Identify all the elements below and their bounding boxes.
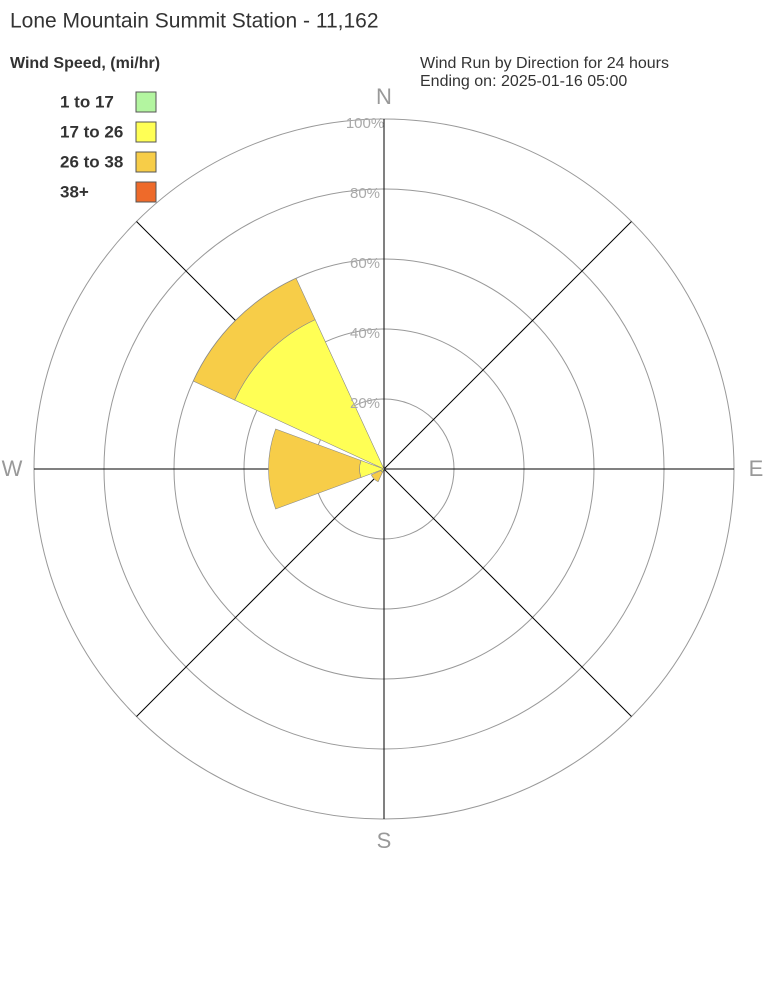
r-tick-label: 80% — [350, 185, 380, 202]
subtitle: Ending on: 2025-01-16 05:00 — [420, 73, 627, 90]
spoke — [136, 468, 385, 717]
direction-label: E — [749, 456, 764, 481]
legend-swatch — [135, 181, 157, 203]
subtitle: Wind Run by Direction for 24 hours — [420, 55, 669, 72]
legend-label: 38+ — [60, 182, 89, 201]
legend-swatch — [135, 91, 157, 113]
spoke — [383, 221, 632, 470]
r-tick-label: 20% — [350, 395, 380, 412]
r-tick-label: 100% — [346, 115, 384, 132]
direction-label: N — [376, 84, 392, 109]
r-tick-label: 40% — [350, 325, 380, 342]
direction-label: W — [2, 456, 23, 481]
legend-label: 1 to 17 — [60, 92, 114, 111]
wedge — [370, 470, 383, 483]
legend-swatch — [135, 121, 157, 143]
direction-label: S — [377, 828, 392, 853]
legend-label: 17 to 26 — [60, 122, 123, 141]
r-tick-label: 60% — [350, 255, 380, 272]
legend-title: Wind Speed, (mi/hr) — [10, 55, 160, 72]
wedge — [192, 277, 316, 401]
spoke — [383, 468, 632, 717]
legend-swatch — [135, 151, 157, 173]
legend-label: 26 to 38 — [60, 152, 123, 171]
wedge — [268, 428, 362, 510]
chart-title: Lone Mountain Summit Station - 11,162 — [10, 10, 379, 33]
